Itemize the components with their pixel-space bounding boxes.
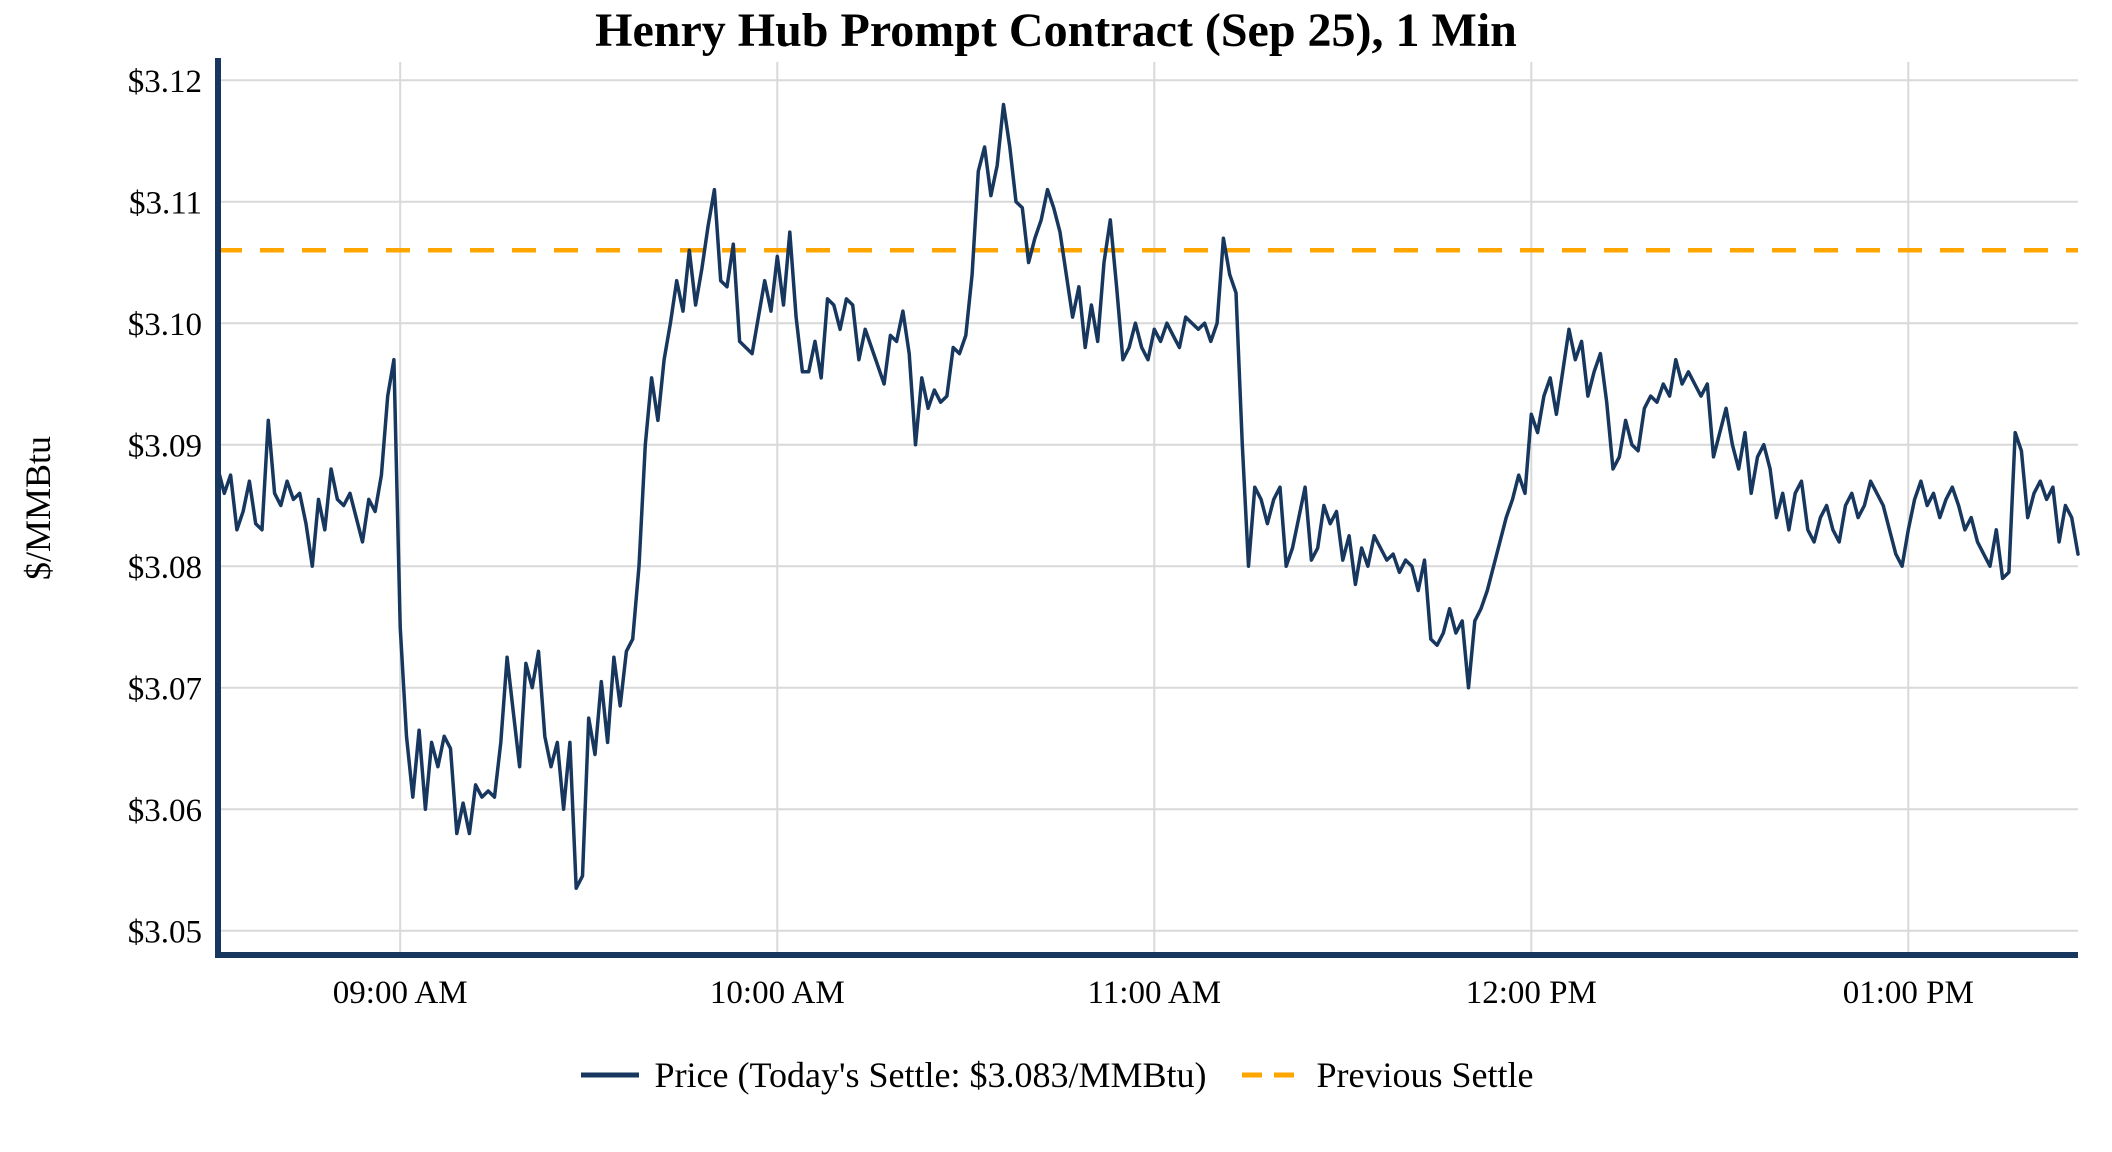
legend-item-price: Price (Today's Settle: $3.083/MMBtu): [579, 1054, 1207, 1096]
y-tick-label: $3.05: [128, 915, 202, 951]
x-tick-label: 09:00 AM: [333, 975, 468, 1011]
y-tick-label: $3.07: [128, 672, 202, 708]
y-tick-label: $3.06: [128, 793, 202, 829]
y-tick-label: $3.09: [128, 429, 202, 465]
y-tick-label: $3.10: [128, 307, 202, 343]
x-tick-label: 10:00 AM: [710, 975, 845, 1011]
legend-price-label: Price (Today's Settle: $3.083/MMBtu): [654, 1055, 1207, 1095]
chart-title: Henry Hub Prompt Contract (Sep 25), 1 Mi…: [595, 4, 1517, 57]
previous-settle-swatch: [1242, 1072, 1301, 1078]
y-tick-label: $3.11: [129, 186, 202, 222]
y-tick-label: $3.12: [128, 64, 202, 100]
price-line: [216, 102, 2080, 890]
legend-previous-settle-label: Previous Settle: [1316, 1055, 1534, 1095]
x-tick-label: 01:00 PM: [1843, 975, 1974, 1011]
legend: Price (Today's Settle: $3.083/MMBtu) Pre…: [0, 1054, 2112, 1096]
price-line-swatch: [580, 1072, 639, 1078]
x-tick-label: 11:00 AM: [1088, 975, 1222, 1011]
y-tick-label: $3.08: [128, 550, 202, 586]
legend-item-previous-settle: Previous Settle: [1240, 1054, 1533, 1096]
price-chart: $3.05 $3.06 $3.07 $3.08 $3.09 $3.10 $3.11 $3.12…: [128, 58, 2080, 1011]
x-tick-label: 12:00 PM: [1466, 975, 1597, 1011]
